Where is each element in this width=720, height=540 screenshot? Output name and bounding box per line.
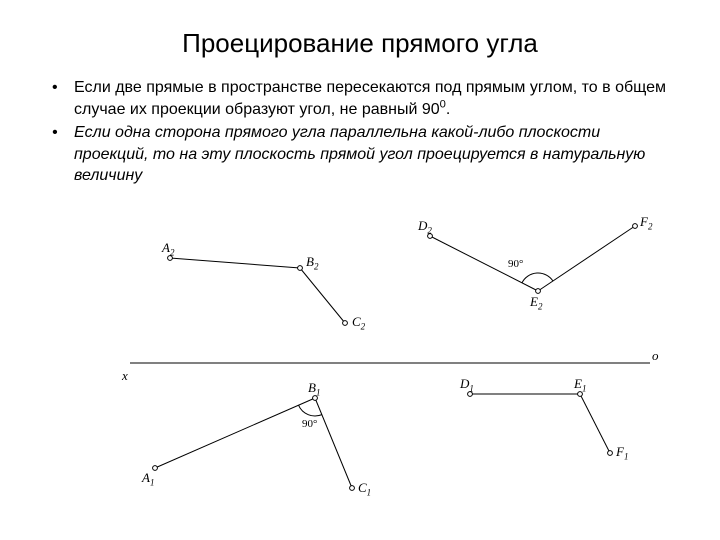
bullet-text-after: . — [446, 101, 450, 118]
angle-label-bottom: 90° — [302, 418, 317, 430]
page-title: Проецирование прямого угла — [0, 0, 720, 77]
label-B1: B1 — [308, 380, 320, 396]
label-C2: C2 — [352, 314, 365, 330]
label-A2: A2 — [162, 240, 174, 256]
diagram: x o A2 B2 C2 D2 E2 F2 90° A1 B1 C1 90° D… — [80, 218, 680, 518]
label-D1: D1 — [460, 376, 474, 392]
label-E1: E1 — [574, 376, 586, 392]
bullet-item: Если две прямые в пространстве пересекаю… — [48, 77, 672, 120]
label-A1: A1 — [142, 470, 154, 486]
bullet-text: Если одна сторона прямого угла параллель… — [74, 124, 645, 184]
bullet-list: Если две прямые в пространстве пересекаю… — [0, 77, 720, 187]
label-F1: F1 — [616, 444, 628, 460]
label-B2: B2 — [306, 254, 318, 270]
bullet-item: Если одна сторона прямого угла параллель… — [48, 122, 672, 187]
angle-label-top: 90° — [508, 258, 523, 270]
axis-label-o: o — [652, 348, 659, 364]
diagram-svg — [80, 218, 680, 518]
label-F2: F2 — [640, 214, 652, 230]
label-E2: E2 — [530, 294, 542, 310]
axis-label-x: x — [122, 368, 128, 384]
bullet-text: Если две прямые в пространстве пересекаю… — [74, 79, 666, 118]
label-C1: C1 — [358, 480, 371, 496]
label-D2: D2 — [418, 218, 432, 234]
